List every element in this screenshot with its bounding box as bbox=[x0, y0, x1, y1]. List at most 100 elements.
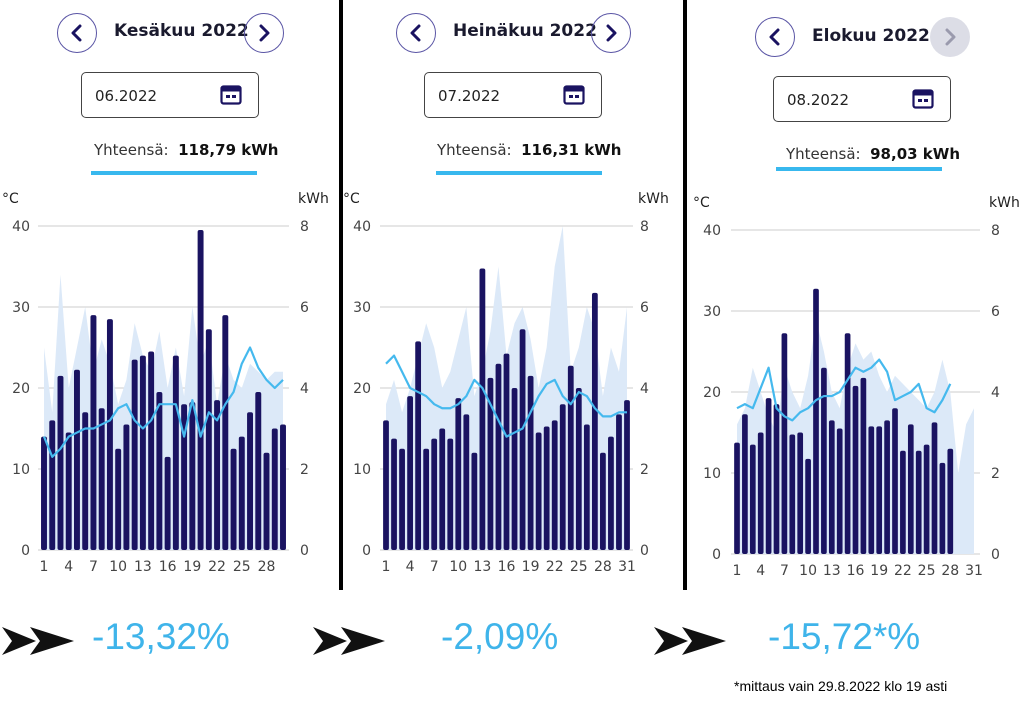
y-left-unit-label: °C bbox=[343, 191, 360, 207]
consumption-bar bbox=[65, 432, 72, 550]
consumption-bar bbox=[98, 408, 105, 550]
x-tick-label: 25 bbox=[233, 559, 251, 575]
consumption-bar bbox=[82, 412, 89, 550]
calendar-icon[interactable] bbox=[220, 85, 242, 105]
y-left-tick-label: 0 bbox=[21, 543, 30, 559]
next-month-button[interactable] bbox=[591, 13, 631, 53]
consumption-bar bbox=[487, 377, 494, 550]
y-right-unit-label: kWh bbox=[989, 195, 1020, 211]
x-tick-label: 25 bbox=[570, 559, 588, 575]
calendar-icon[interactable] bbox=[912, 89, 934, 109]
calendar-icon[interactable] bbox=[563, 85, 585, 105]
consumption-bar bbox=[591, 292, 598, 550]
consumption-bar bbox=[757, 432, 764, 554]
consumption-bar bbox=[41, 436, 47, 550]
consumption-bar bbox=[181, 404, 188, 550]
consumption-bar bbox=[255, 392, 262, 550]
consumption-bar bbox=[205, 329, 212, 550]
month-date-field[interactable]: 08.2022 bbox=[773, 76, 951, 122]
y-left-tick-label: 20 bbox=[12, 381, 30, 397]
prev-month-button[interactable] bbox=[57, 13, 97, 53]
consumption-bar bbox=[765, 398, 772, 554]
total-underline bbox=[436, 171, 602, 175]
consumption-bar bbox=[892, 408, 898, 554]
consumption-bar bbox=[431, 438, 438, 550]
x-tick-label: 22 bbox=[208, 559, 226, 575]
consumption-bar bbox=[197, 230, 204, 551]
consumption-bar bbox=[543, 426, 550, 550]
chevron-right-icon bbox=[606, 24, 617, 42]
y-right-tick-label: 4 bbox=[640, 381, 649, 397]
total-label: Yhteensä: bbox=[437, 141, 512, 159]
month-date-field[interactable]: 07.2022 bbox=[424, 72, 602, 118]
consumption-bar bbox=[57, 375, 64, 550]
consumption-bar bbox=[391, 438, 397, 550]
x-tick-label: 1 bbox=[382, 559, 391, 575]
chevron-left-icon bbox=[769, 28, 780, 46]
x-tick-label: 7 bbox=[780, 563, 789, 579]
x-tick-label: 28 bbox=[594, 559, 612, 575]
y-left-tick-label: 10 bbox=[12, 462, 30, 478]
prev-month-button[interactable] bbox=[755, 17, 795, 57]
consumption-bar bbox=[131, 359, 138, 550]
chevron-left-icon bbox=[410, 24, 421, 42]
x-tick-label: 4 bbox=[64, 559, 73, 575]
consumption-bar bbox=[836, 428, 843, 554]
y-right-tick-label: 6 bbox=[991, 304, 1000, 320]
y-right-tick-label: 8 bbox=[640, 219, 649, 235]
change-percent: -2,09% bbox=[441, 616, 559, 657]
consumption-bar bbox=[164, 456, 171, 550]
y-left-tick-label: 40 bbox=[12, 219, 30, 235]
consumption-bar bbox=[900, 450, 906, 554]
x-tick-label: 13 bbox=[473, 559, 491, 575]
y-right-tick-label: 0 bbox=[991, 547, 1000, 563]
y-left-tick-label: 20 bbox=[353, 381, 371, 397]
consumption-bar bbox=[567, 365, 574, 550]
consumption-bar bbox=[789, 434, 796, 554]
consumption-bar bbox=[828, 420, 835, 554]
y-right-tick-label: 6 bbox=[640, 300, 649, 316]
y-left-tick-label: 40 bbox=[703, 223, 721, 239]
x-tick-label: 28 bbox=[258, 559, 276, 575]
total-label: Yhteensä: bbox=[786, 145, 861, 163]
consumption-bar bbox=[844, 333, 851, 554]
next-month-button[interactable] bbox=[244, 13, 284, 53]
y-right-tick-label: 2 bbox=[640, 462, 649, 478]
x-tick-label: 19 bbox=[183, 559, 201, 575]
consumption-bar bbox=[423, 448, 430, 550]
consumption-bar bbox=[860, 377, 867, 554]
total-value: 118,79 kWh bbox=[178, 141, 279, 159]
x-tick-label: 10 bbox=[799, 563, 817, 579]
consumption-bar bbox=[230, 448, 237, 550]
consumption-bar bbox=[471, 452, 478, 550]
y-right-tick-label: 4 bbox=[300, 381, 309, 397]
consumption-bar bbox=[773, 404, 780, 554]
total-underline bbox=[91, 171, 257, 175]
x-tick-label: 16 bbox=[847, 563, 865, 579]
consumption-bar bbox=[415, 341, 422, 550]
consumption-bar bbox=[247, 412, 254, 550]
y-left-unit-label: °C bbox=[693, 195, 710, 211]
double-arrow-icon bbox=[313, 627, 385, 655]
monthly-total: Yhteensä: 98,03 kWh bbox=[786, 145, 960, 163]
consumption-bar bbox=[939, 462, 946, 554]
panel-august: Elokuu 2022 08.2022 Yhteensä: 98,03 kWh … bbox=[687, 0, 1024, 590]
x-tick-label: 31 bbox=[618, 559, 636, 575]
month-title: Kesäkuu 2022 bbox=[114, 21, 249, 41]
consumption-bar bbox=[781, 333, 788, 554]
consumption-bar bbox=[805, 458, 811, 554]
y-right-tick-label: 6 bbox=[300, 300, 309, 316]
month-date-field[interactable]: 06.2022 bbox=[81, 72, 259, 118]
next-month-button[interactable] bbox=[930, 17, 970, 57]
x-tick-label: 1 bbox=[40, 559, 49, 575]
x-tick-label: 13 bbox=[823, 563, 841, 579]
consumption-bar bbox=[214, 400, 221, 550]
consumption-bar bbox=[519, 329, 526, 550]
consumption-bar bbox=[511, 388, 518, 550]
x-tick-label: 22 bbox=[546, 559, 564, 575]
consumption-bar bbox=[106, 319, 113, 550]
x-tick-label: 10 bbox=[449, 559, 467, 575]
consumption-bar bbox=[813, 288, 819, 554]
panel-july: Heinäkuu 2022 07.2022 Yhteensä: 116,31 k… bbox=[343, 0, 683, 590]
prev-month-button[interactable] bbox=[396, 13, 436, 53]
